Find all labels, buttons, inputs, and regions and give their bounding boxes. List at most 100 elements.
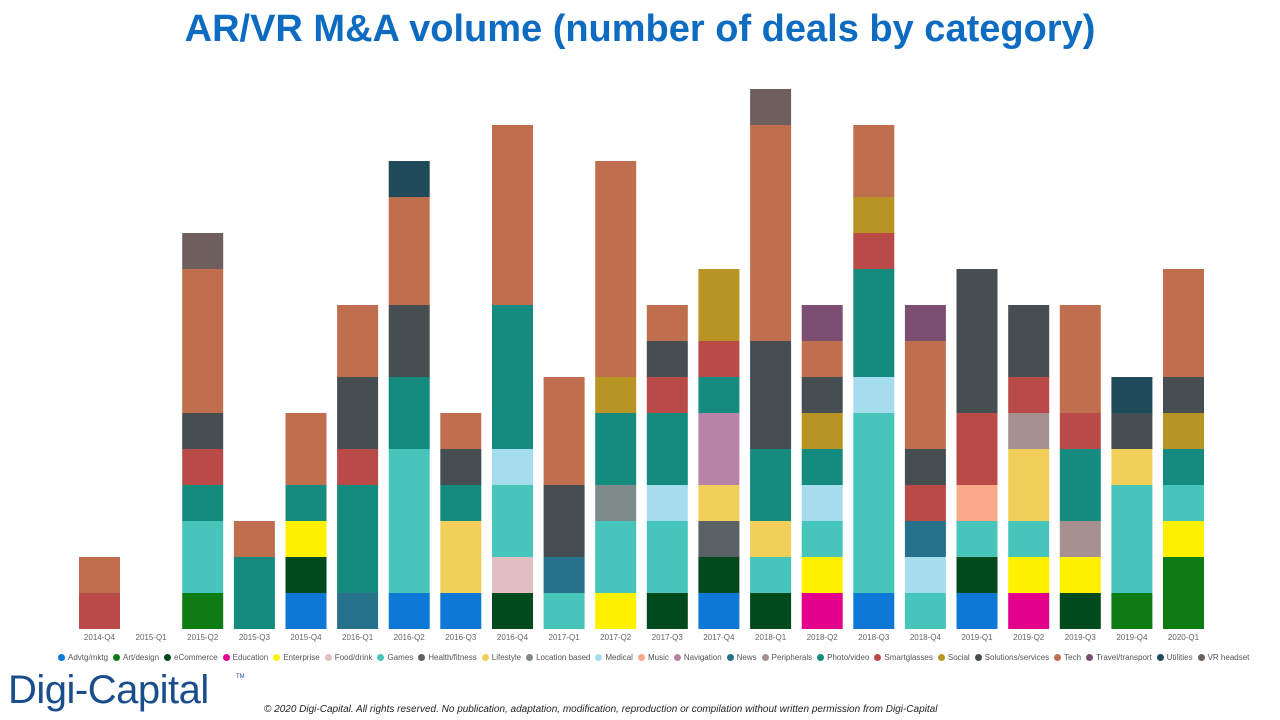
x-tick-label: 2018-Q2 (807, 633, 839, 642)
bar-segment-2017-Q2-location-based (595, 485, 637, 521)
legend-label: News (736, 653, 757, 662)
bar-segment-2015-Q3-tech (233, 521, 275, 557)
bar-segment-2018-Q3-photo-video (853, 269, 895, 377)
x-tick-label: 2019-Q3 (1065, 633, 1097, 642)
bar-segment-2020-Q1-tech (1163, 269, 1204, 377)
legend-swatch (1197, 654, 1205, 661)
legend-label: eCommerce (174, 653, 218, 662)
copyright-notice: © 2020 Digi-Capital. All rights reserved… (264, 704, 938, 715)
bar-segment-2017-Q4-advtg-mktg (698, 593, 740, 629)
bar-segment-2017-Q3-smartglasses (646, 377, 688, 413)
legend-swatch (761, 654, 769, 661)
bar-segment-2018-Q3-smartglasses (853, 233, 895, 269)
bar-segment-2016-Q4-photo-video (492, 305, 533, 449)
legend-label: Social (947, 653, 970, 662)
legend-item: Lifestyle (481, 653, 521, 662)
bar-segment-2018-Q3-games (853, 413, 895, 593)
legend-swatch (595, 654, 603, 661)
bar-segment-2016-Q1-photo-video (337, 485, 379, 593)
bar-segment-2016-Q2-photo-video (388, 377, 430, 449)
legend-swatch (817, 654, 825, 661)
x-tick-label: 2017-Q3 (652, 633, 684, 642)
trademark-mark: TM (236, 674, 245, 680)
legend-label: Education (232, 653, 269, 662)
bar-segment-2020-Q1-games (1163, 485, 1204, 521)
bar-segment-2016-Q3-solutions-services (440, 449, 482, 485)
bar-segment-2015-Q4-ecommerce (285, 557, 327, 593)
legend-item: Location based (526, 653, 590, 662)
bar-segment-2018-Q2-travel-transport (801, 305, 843, 341)
bar-segment-2019-Q3-ecommerce (1059, 593, 1101, 629)
legend-item: Smartglasses (874, 653, 933, 662)
legend-label: Advtg/mktg (68, 653, 109, 662)
legend-item: News (726, 653, 757, 662)
bar-segment-2019-Q1-solutions-services (956, 269, 998, 413)
bar-segment-2018-Q3-medical (853, 377, 895, 413)
bar-segment-2019-Q4-games (1111, 485, 1153, 593)
x-tick-label: 2018-Q3 (858, 633, 890, 642)
x-tick-label: 2015-Q1 (136, 633, 168, 642)
legend-label: Health/fitness (428, 653, 477, 662)
bar-segment-2019-Q2-enterprise (1008, 557, 1050, 593)
bar-segment-2018-Q1-vr-headset (750, 89, 792, 125)
bar-segment-2018-Q3-tech (853, 125, 895, 197)
bar-segment-2015-Q4-photo-video (285, 485, 327, 521)
bar-segment-2018-Q2-tech (801, 341, 843, 377)
stacked-bar-chart: 2014-Q4 2015-Q1 2015-Q2 2015-Q3 2015-Q4 2016-… (79, 89, 1204, 642)
legend-item: VR headset (1197, 653, 1250, 662)
bar-segment-2016-Q4-ecommerce (492, 593, 533, 629)
bar-segment-2017-Q2-tech (595, 161, 637, 377)
bar-segment-2017-Q4-photo-video (698, 377, 740, 413)
bar-segment-2019-Q1-advtg-mktg (956, 593, 998, 629)
legend-swatch (222, 654, 230, 661)
bar-segment-2016-Q1-tech (337, 305, 379, 377)
bar-segment-2015-Q4-advtg-mktg (285, 593, 327, 629)
x-tick-label: 2017-Q4 (703, 633, 735, 642)
legend-item: Art/design (113, 653, 159, 662)
bar-segment-2016-Q2-tech (388, 197, 430, 305)
x-tick-label: 2016-Q2 (394, 633, 426, 642)
legend-item: Travel/transport (1086, 653, 1152, 662)
bar-segment-2015-Q4-enterprise (285, 521, 327, 557)
bar-segment-2017-Q2-games (595, 521, 637, 593)
legend-swatch (1054, 654, 1062, 661)
legend-swatch (113, 654, 121, 661)
bar-segment-2018-Q4-smartglasses (904, 485, 946, 521)
legend-label: Smartglasses (884, 653, 933, 662)
bar-segment-2019-Q2-games (1008, 521, 1050, 557)
legend-label: Navigation (683, 653, 722, 662)
x-tick-label: 2020-Q1 (1168, 633, 1200, 642)
bar-segment-2020-Q1-art-design (1163, 557, 1204, 629)
legend-item: Medical (595, 653, 633, 662)
bar-segment-2019-Q3-peripherals (1059, 521, 1101, 557)
legend-swatch (418, 654, 426, 661)
bar-segment-2018-Q1-tech (750, 125, 792, 341)
bar-segment-2014-Q4-tech (79, 557, 120, 593)
legend-swatch (1156, 654, 1164, 661)
legend-item: eCommerce (164, 653, 218, 662)
legend-swatch (377, 654, 385, 661)
bar-segment-2016-Q2-advtg-mktg (388, 593, 430, 629)
bar-segment-2018-Q1-ecommerce (750, 593, 792, 629)
bar-segment-2016-Q3-tech (440, 413, 482, 449)
bar-segment-2017-Q3-photo-video (646, 413, 688, 485)
bar-segment-2018-Q3-social (853, 197, 895, 233)
bar-segment-2018-Q1-solutions-services (750, 341, 792, 449)
legend-swatch (874, 654, 882, 661)
bar-segment-2019-Q2-peripherals (1008, 413, 1050, 449)
bar-segment-2016-Q1-news (337, 593, 379, 629)
legend-item: Food/drink (324, 653, 372, 662)
bar-segment-2019-Q4-lifestyle (1111, 449, 1153, 485)
bar-segment-2014-Q4-smartglasses (79, 593, 120, 629)
legend-label: VR headset (1207, 653, 1250, 662)
legend-label: Enterprise (283, 653, 320, 662)
legend-swatch (937, 654, 945, 661)
legend-swatch (673, 654, 681, 661)
bar-segment-2017-Q1-news (543, 557, 585, 593)
bar-segment-2018-Q2-social (801, 413, 843, 449)
bar-segment-2017-Q3-medical (646, 485, 688, 521)
bar-segment-2016-Q1-smartglasses (337, 449, 379, 485)
x-tick-label: 2015-Q3 (239, 633, 271, 642)
bar-segment-2018-Q2-education (801, 593, 843, 629)
legend-swatch (164, 654, 172, 661)
